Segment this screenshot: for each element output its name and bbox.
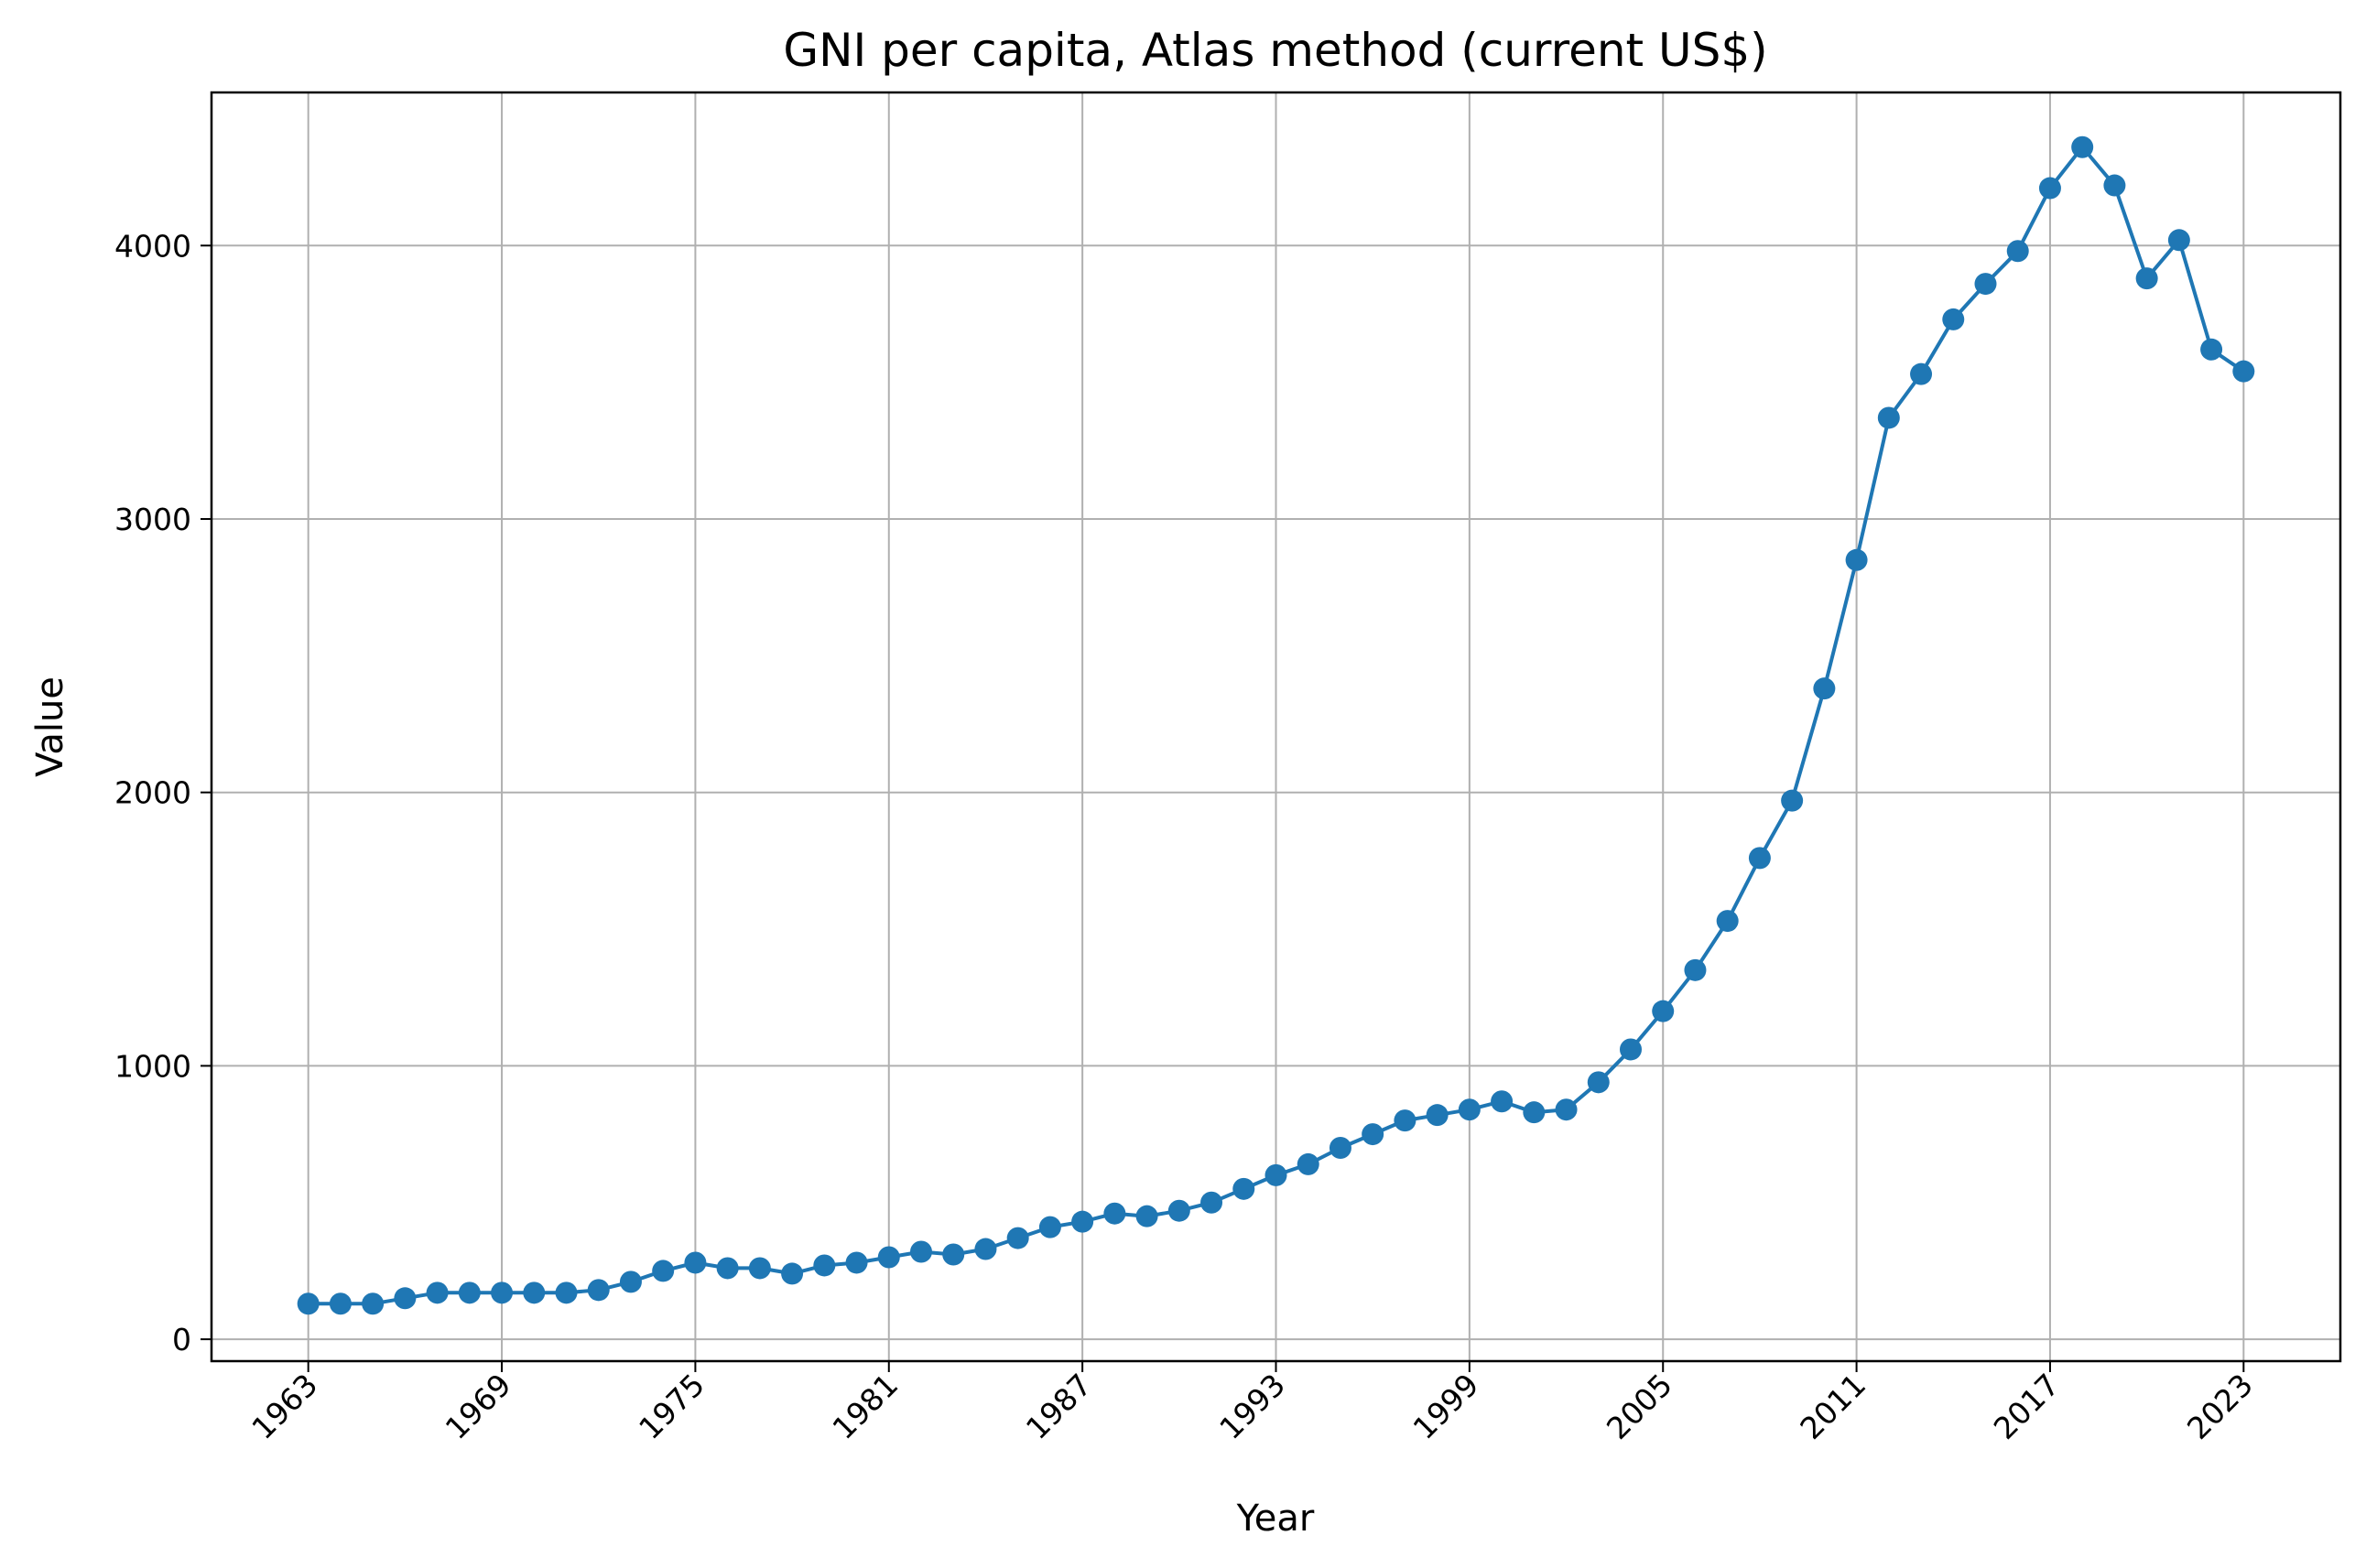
data-point bbox=[555, 1281, 578, 1304]
data-point bbox=[1426, 1104, 1449, 1127]
data-point bbox=[942, 1243, 965, 1266]
data-point bbox=[974, 1238, 997, 1260]
data-point bbox=[2232, 360, 2255, 383]
data-point bbox=[1071, 1210, 1094, 1233]
data-point bbox=[394, 1287, 417, 1310]
data-point bbox=[748, 1257, 771, 1280]
data-point bbox=[813, 1254, 836, 1277]
data-point bbox=[1458, 1098, 1481, 1121]
data-point bbox=[910, 1240, 932, 1263]
data-point bbox=[458, 1281, 481, 1304]
data-point bbox=[362, 1292, 385, 1315]
data-point bbox=[2167, 229, 2190, 252]
data-point bbox=[1813, 677, 1836, 700]
grid bbox=[212, 92, 2340, 1361]
data-point bbox=[329, 1292, 352, 1315]
y-tick-label: 2000 bbox=[114, 775, 191, 811]
data-point bbox=[1748, 847, 1771, 870]
x-axis-label: Year bbox=[1236, 1498, 1315, 1540]
data-point bbox=[1200, 1191, 1223, 1214]
series bbox=[297, 135, 2255, 1315]
data-point bbox=[619, 1271, 642, 1293]
data-point bbox=[2071, 135, 2094, 158]
data-point bbox=[1491, 1090, 1514, 1113]
data-point bbox=[1910, 362, 1933, 385]
y-axis-label: Value bbox=[29, 676, 71, 777]
data-point bbox=[1362, 1123, 1384, 1146]
data-point bbox=[2038, 177, 2061, 200]
data-point bbox=[781, 1262, 804, 1285]
data-point bbox=[1684, 958, 1707, 981]
data-point bbox=[1942, 308, 1965, 330]
data-point bbox=[1135, 1205, 1158, 1227]
y-tick-label: 0 bbox=[172, 1322, 191, 1357]
data-point bbox=[716, 1257, 739, 1280]
chart-title: GNI per capita, Atlas method (current US… bbox=[783, 24, 1767, 77]
data-point bbox=[426, 1281, 449, 1304]
data-point bbox=[491, 1281, 514, 1304]
data-point bbox=[523, 1281, 546, 1304]
data-point bbox=[1845, 548, 1868, 571]
data-point bbox=[845, 1251, 868, 1274]
data-point bbox=[1329, 1137, 1351, 1160]
y-tick-label: 3000 bbox=[114, 502, 191, 537]
data-point bbox=[1167, 1199, 1190, 1222]
data-point bbox=[1716, 910, 1739, 933]
data-point bbox=[1877, 406, 1900, 429]
data-point bbox=[1781, 789, 1804, 812]
data-point bbox=[877, 1246, 900, 1269]
data-point bbox=[1974, 273, 1997, 296]
data-point bbox=[1297, 1152, 1319, 1175]
data-point bbox=[2103, 174, 2126, 197]
data-point bbox=[1232, 1177, 1255, 1200]
data-point bbox=[1587, 1071, 1610, 1094]
data-point bbox=[684, 1251, 707, 1274]
data-point bbox=[2006, 240, 2029, 263]
y-tick-label: 4000 bbox=[114, 228, 191, 264]
data-point bbox=[2200, 338, 2223, 361]
data-point bbox=[2135, 267, 2158, 290]
data-point bbox=[1103, 1202, 1126, 1225]
data-point bbox=[1394, 1109, 1416, 1132]
data-point bbox=[1038, 1216, 1061, 1238]
y-tick-label: 1000 bbox=[114, 1048, 191, 1084]
data-point bbox=[1555, 1098, 1578, 1121]
data-point bbox=[1652, 1000, 1675, 1022]
data-point bbox=[652, 1260, 675, 1282]
data-point bbox=[1264, 1163, 1287, 1186]
data-point bbox=[1006, 1227, 1029, 1249]
data-point bbox=[1523, 1101, 1546, 1124]
data-point bbox=[297, 1292, 320, 1315]
data-point bbox=[587, 1279, 610, 1302]
data-point bbox=[1620, 1038, 1642, 1061]
